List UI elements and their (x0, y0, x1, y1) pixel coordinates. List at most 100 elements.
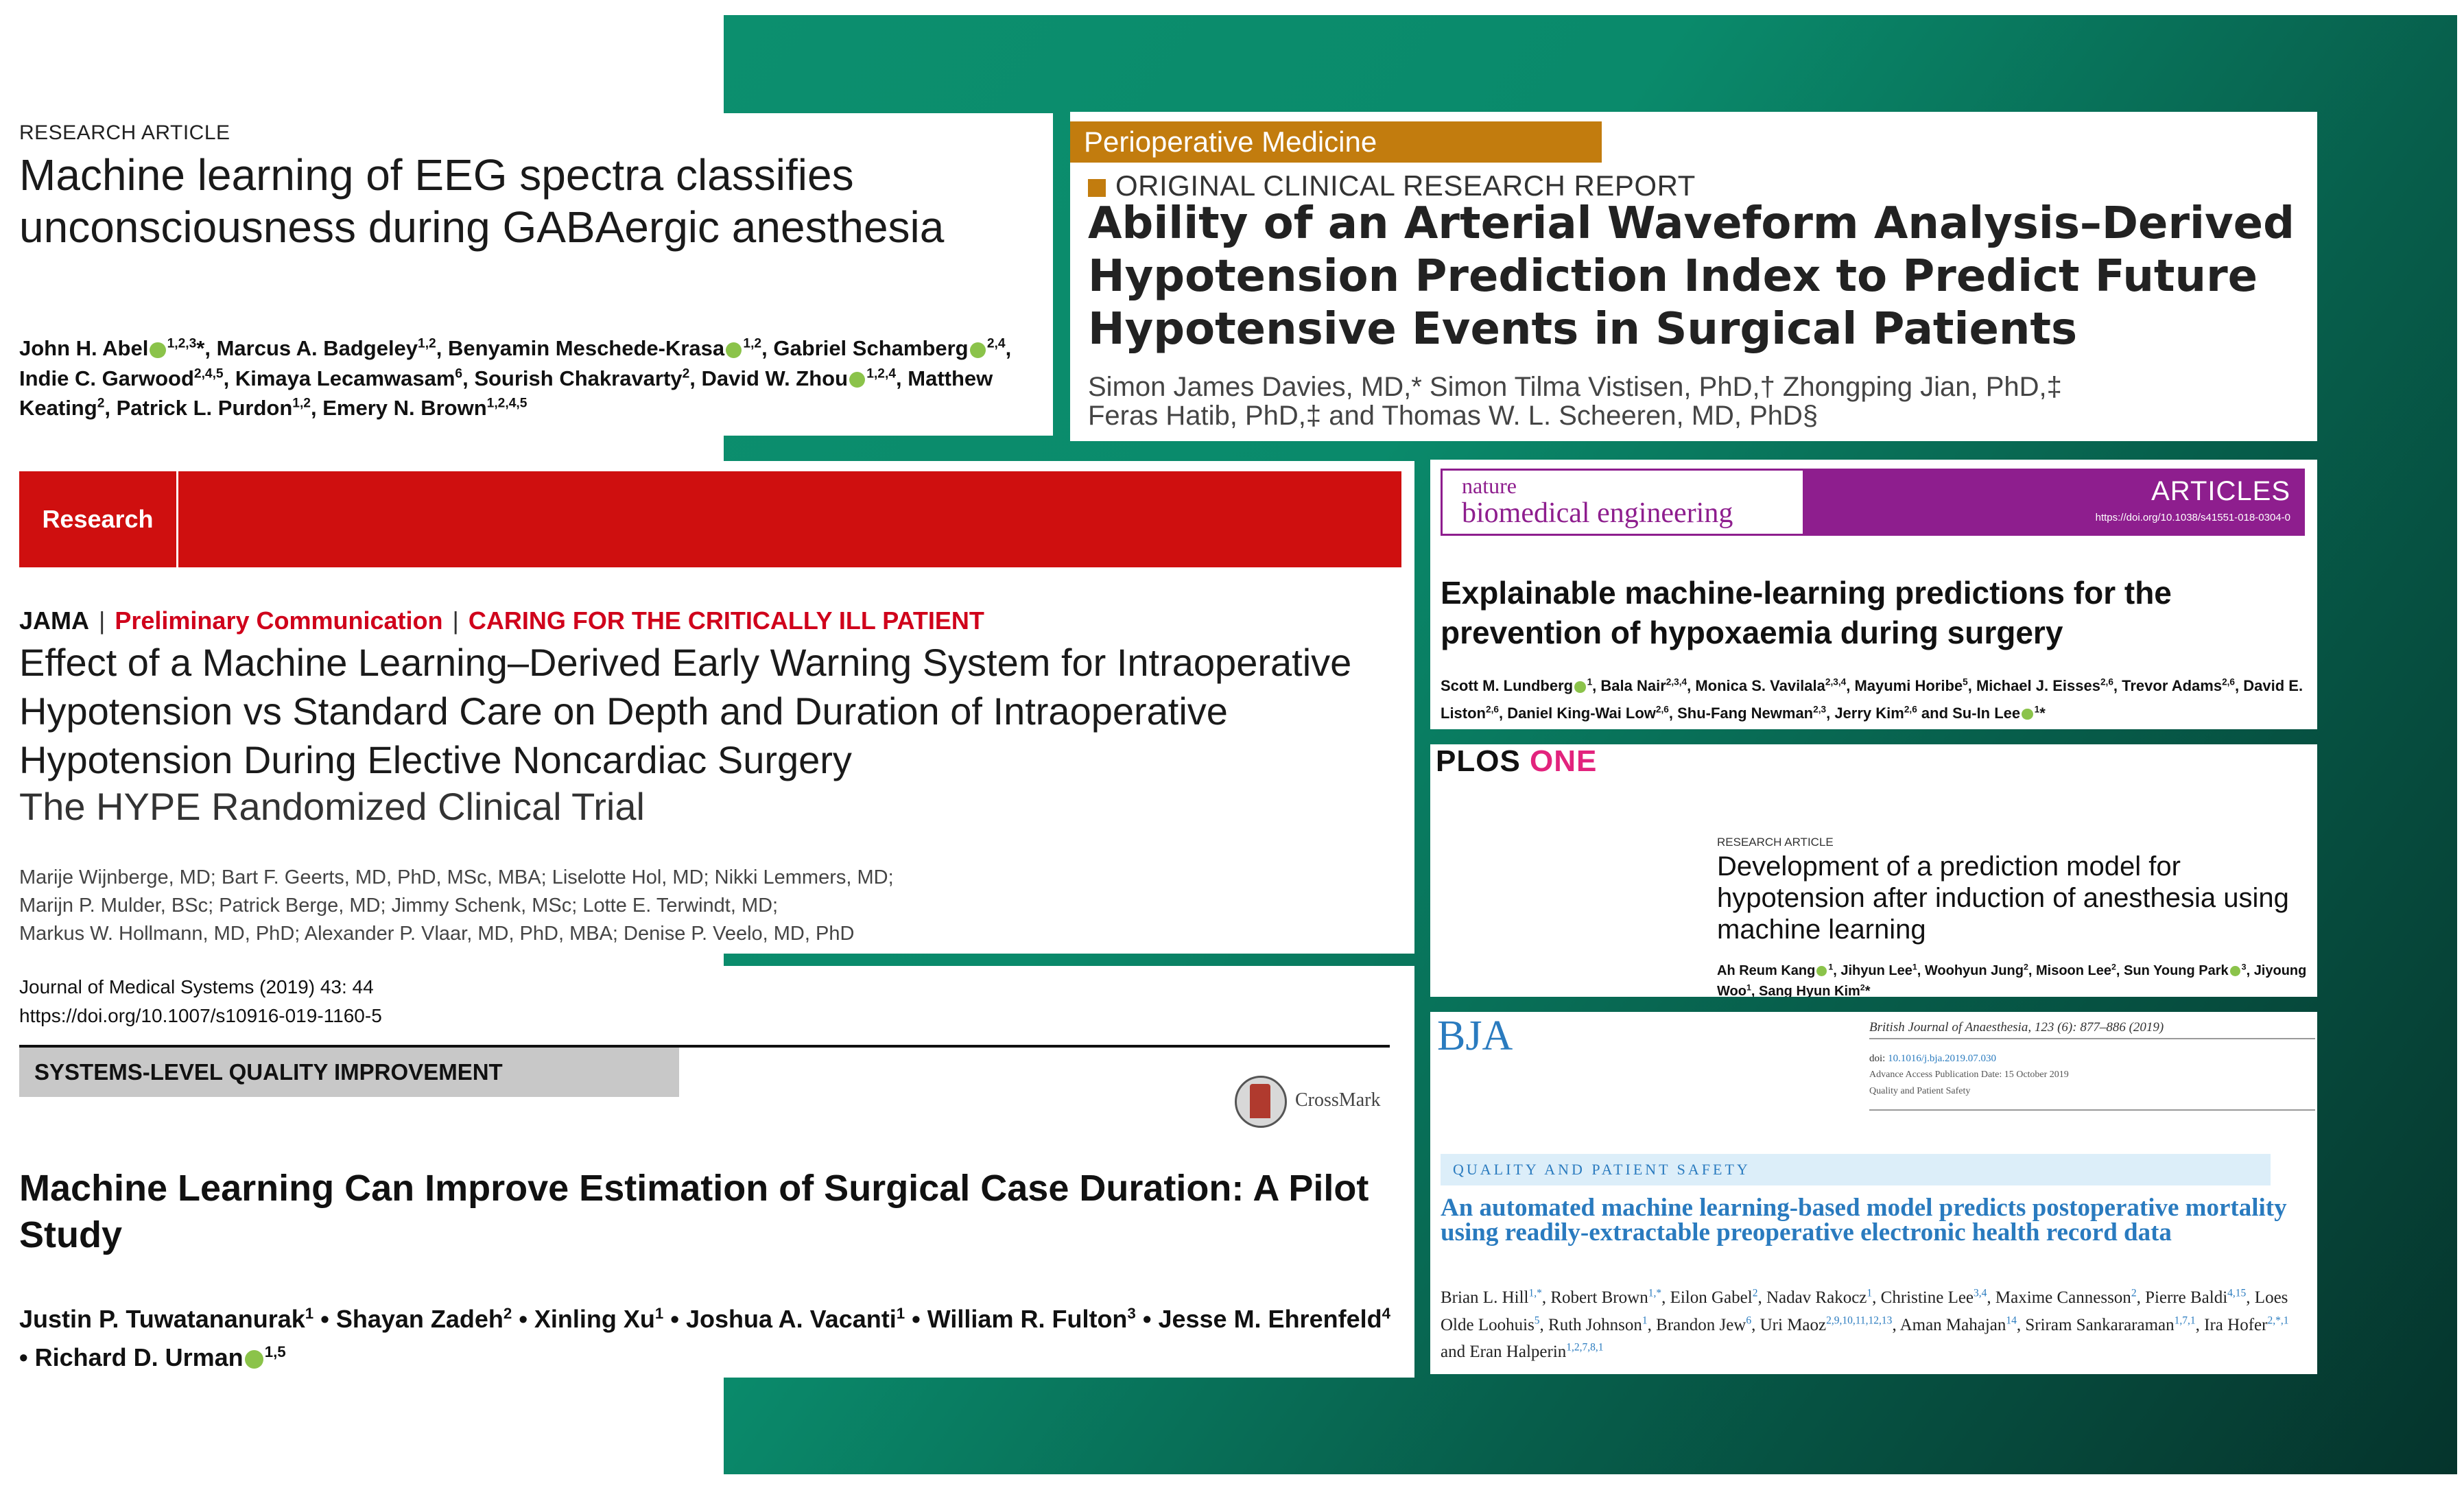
author-name: Jihyun Lee (1840, 963, 1912, 978)
orcid-icon[interactable] (1816, 965, 1827, 976)
author: Robert Brown1,*, (1550, 1288, 1670, 1307)
author-separator: , (1498, 704, 1508, 722)
author-separator: , (462, 366, 469, 390)
affiliation-marker: 5 (1534, 1314, 1540, 1327)
author-name: Woohyun Jung (1924, 963, 2024, 978)
journal-citation: Journal of Medical Systems (2019) 43: 44 (19, 976, 374, 997)
article-label: RESEARCH ARTICLE (19, 121, 230, 144)
author-line: Marijn P. Mulder, BSc; Patrick Berge, MD… (19, 895, 779, 917)
author-name: Sang Hyun Kim (1758, 984, 1860, 997)
author: Pierre Baldi4,15, (2145, 1288, 2255, 1307)
author: Shayan Zadeh2 • (336, 1305, 534, 1333)
author: Benyamin Meschede-Krasa 1,2, (442, 336, 768, 361)
paper-subtitle: The HYPE Randomized Clinical Trial (19, 785, 645, 828)
affiliation-marker: 1,2,3 (167, 337, 197, 351)
author-separator: , (1892, 1315, 1900, 1334)
paper-jama-header: Research JAMA | Preliminary Communication |… (0, 461, 1414, 954)
author: Emery N. Brown1,2,4,5 (317, 396, 527, 420)
author-separator: , (2235, 677, 2244, 695)
orcid-icon[interactable] (2229, 965, 2240, 976)
doi-link[interactable]: https://doi.org/10.1038/s41551-018-0304-… (2095, 512, 2290, 523)
author: Sang Hyun Kim2* (1758, 983, 1871, 997)
affiliation-marker: 2,3,4 (1825, 677, 1847, 687)
orcid-icon[interactable] (1574, 681, 1586, 693)
author-name: David W. Zhou (695, 366, 849, 390)
doi-link[interactable]: 10.1016/j.bja.2019.07.030 (1888, 1053, 1997, 1064)
publication-date: Advance Access Publication Date: 15 Octo… (1869, 1070, 2069, 1080)
author: Brian L. Hill1,*, (1441, 1288, 1550, 1307)
divider (1869, 1109, 2315, 1111)
affiliation-marker: 5 (1963, 677, 1968, 687)
affiliation-marker: 1,* (1528, 1288, 1542, 1299)
affiliation-marker: 1 (1867, 1288, 1873, 1299)
logo-plos: PLOS (1436, 744, 1521, 778)
author-name: Robert Brown (1550, 1288, 1648, 1308)
affiliation-marker: 2,3 (1813, 704, 1827, 715)
author-separator: , (2195, 1315, 2205, 1334)
doi-link[interactable]: https://doi.org/10.1007/s10916-019-1160-… (19, 1005, 382, 1026)
section-band: QUALITY AND PATIENT SAFETY (1441, 1154, 2271, 1185)
author-name: Ira Hofer (2204, 1315, 2268, 1334)
author-separator: , (761, 336, 768, 361)
author: Indie C. Garwood2,4,5, (19, 366, 229, 390)
paper-title: Machine learning of EEG spectra classifi… (19, 150, 945, 252)
author: Michael J. Eisses2,6, (1976, 677, 2122, 694)
author-separator: , (689, 366, 696, 390)
author: John H. Abel 1,2,3*, (19, 336, 211, 360)
orcid-icon[interactable] (244, 1349, 263, 1369)
author-separator: , (1751, 984, 1759, 997)
logo-one: ONE (1530, 744, 1598, 778)
article-label: RESEARCH ARTICLE (1717, 836, 1834, 849)
author: Mayumi Horibe5, (1854, 677, 1976, 694)
orcid-icon[interactable] (2022, 708, 2033, 720)
author: Misoon Lee2, (2035, 962, 2124, 978)
author: Jerry Kim2,6 and (1834, 704, 1952, 722)
author: Monica S. Vavilala2,3,4, (1695, 677, 1854, 694)
affiliation-marker: 1,5 (264, 1343, 286, 1360)
author-name: Sun Young Park (2124, 963, 2229, 978)
author-separator: , (1592, 677, 1601, 695)
journal-info: Journal of Medical Systems (2019) 43: 44… (19, 973, 382, 1030)
author-name: Gabriel Schamberg (767, 336, 969, 361)
author-name: Benyamin Meschede-Krasa (442, 336, 725, 361)
author-name: Ah Reum Kang (1717, 963, 1816, 978)
orcid-icon[interactable] (849, 371, 866, 388)
affiliation-marker: 2 (2131, 1288, 2137, 1299)
crossmark-bookmark-icon (1250, 1084, 1270, 1118)
author: Maxime Cannesson2, (1995, 1288, 2145, 1307)
author-name: William R. Fulton (927, 1305, 1128, 1333)
orcid-icon[interactable] (150, 342, 166, 358)
affiliation-marker: 1,2 (418, 337, 436, 351)
affiliation-marker: 1 (1587, 677, 1593, 687)
author-separator: , (2246, 963, 2254, 978)
affiliation-marker: 1,7,1 (2174, 1314, 2196, 1327)
author-separator: , (1757, 1288, 1766, 1308)
author-name: David E. Liston (1441, 677, 2303, 722)
orcid-icon[interactable] (969, 342, 986, 358)
author-name: Indie C. Garwood (19, 366, 194, 390)
author-name: Loes Olde Loohuis (1441, 1288, 2288, 1334)
author-separator: , (1917, 963, 1925, 978)
author-name: Misoon Lee (2035, 963, 2111, 978)
author: Uri Maoz2,9,10,11,12,13, (1760, 1314, 1900, 1334)
author: Eilon Gabel2, (1670, 1288, 1766, 1307)
author-name: Jerry Kim (1834, 704, 1904, 722)
author: Jihyun Lee1, (1840, 962, 1925, 978)
author-separator: , (2028, 963, 2036, 978)
author-separator: * (2039, 704, 2046, 722)
affiliation-marker: 1,2,4 (866, 366, 897, 381)
author-name: Kimaya Lecamwasam (229, 366, 455, 390)
section-label: SYSTEMS-LEVEL QUALITY IMPROVEMENT (19, 1048, 679, 1097)
paper-periop-header: Perioperative Medicine ORIGINAL CLINICAL… (1070, 112, 2317, 441)
affiliation-marker: 14 (2006, 1314, 2017, 1327)
author-name: Shayan Zadeh (335, 1305, 504, 1333)
author-separator: , (1005, 336, 1012, 361)
orcid-icon[interactable] (726, 342, 742, 358)
author-name: John H. Abel (19, 336, 149, 361)
author-name: Sourish Chakravarty (468, 366, 683, 390)
crossmark-badge[interactable]: CrossMark (1235, 1076, 1393, 1131)
journal-section-band: Perioperative Medicine (1070, 121, 1602, 163)
author-name: Joshua A. Vacanti (685, 1305, 897, 1333)
author-separator: , (896, 366, 902, 390)
author-name: Matthew Keating (19, 366, 993, 420)
